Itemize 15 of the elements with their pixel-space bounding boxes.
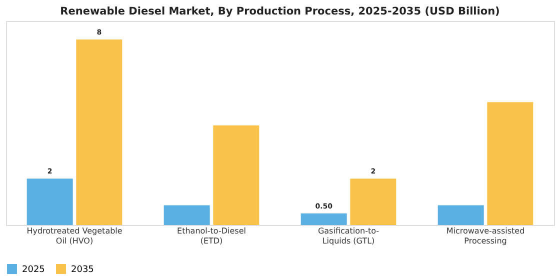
bar xyxy=(487,102,534,225)
x-tick-label: Ethanol-to-Diesel (ETD) xyxy=(177,226,246,246)
bar xyxy=(164,205,210,225)
x-tick-label: Gasification-to-Liquids (GTL) xyxy=(318,226,380,246)
x-tick-label: Microwave-assisted Processing xyxy=(446,226,525,246)
bar xyxy=(26,178,73,225)
chart-title: Renewable Diesel Market, By Production Process, 2025-2035 (USD Billion) xyxy=(60,6,500,18)
x-tick-label: Hydrotreated Vegetable Oil (HVO) xyxy=(26,226,122,246)
legend-label: 2035 xyxy=(71,265,94,275)
legend-label: 2025 xyxy=(22,265,45,275)
bar xyxy=(300,213,347,225)
bar xyxy=(438,205,484,225)
bar xyxy=(76,40,122,225)
bar xyxy=(350,178,396,225)
bar xyxy=(213,125,260,225)
